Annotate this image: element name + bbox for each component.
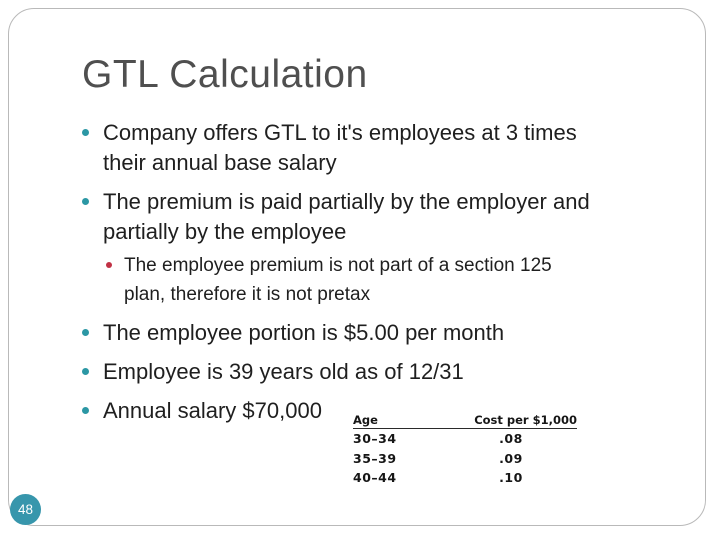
sub-bullet-item: The employee premium is not part of a se…	[106, 251, 574, 309]
bullet-item: The premium is paid partially by the emp…	[82, 187, 608, 247]
bullet-dot-icon	[82, 407, 89, 414]
slide-title: GTL Calculation	[82, 53, 368, 96]
bullet-text: Annual salary $70,000	[103, 398, 322, 423]
age-cell: 35–39	[353, 450, 397, 466]
table-header-age: Age	[353, 413, 378, 427]
bullet-list: Company offers GTL to it's employees at …	[82, 118, 608, 426]
cost-cell: .08	[499, 431, 523, 446]
bullet-item: Employee is 39 years old as of 12/31	[82, 357, 608, 387]
bullet-text: Company offers GTL to it's employees at …	[103, 120, 577, 175]
age-cell: 40–44	[353, 470, 397, 485]
cost-cell: .09	[499, 450, 523, 466]
bullet-dot-icon	[82, 368, 89, 375]
table-header-row: Age Cost per $1,000	[353, 413, 577, 429]
cost-cell: .10	[499, 470, 523, 485]
table-row: 35–39 .09	[353, 449, 577, 469]
bullet-item: Annual salary $70,000	[82, 396, 608, 426]
bullet-dot-icon	[82, 329, 89, 336]
bullet-item: Company offers GTL to it's employees at …	[82, 118, 608, 178]
bullet-dot-icon	[82, 198, 89, 205]
slide-frame	[8, 8, 706, 526]
sub-bullet-text: The employee premium is not part of a se…	[124, 255, 552, 305]
table-row: 30–34 .08	[353, 429, 577, 449]
table-body: 30–34 .08 35–39 .09 40–44 .10	[353, 429, 577, 488]
sub-bullet-dot-icon	[106, 262, 112, 268]
page-number-badge: 48	[10, 494, 41, 525]
bullet-dot-icon	[82, 129, 89, 136]
bullet-item: The employee portion is $5.00 per month	[82, 318, 608, 348]
age-cell: 30–34	[353, 431, 397, 446]
age-cost-table: Age Cost per $1,000 30–34 .08 35–39 .09 …	[353, 413, 577, 488]
table-header-cost: Cost per $1,000	[474, 413, 577, 427]
table-row: 40–44 .10	[353, 468, 577, 488]
bullet-text: The premium is paid partially by the emp…	[103, 189, 590, 244]
bullet-text: Employee is 39 years old as of 12/31	[103, 359, 464, 384]
bullet-text: The employee portion is $5.00 per month	[103, 320, 505, 345]
